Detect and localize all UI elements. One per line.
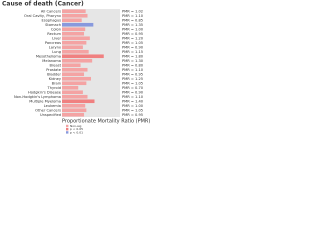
bar bbox=[62, 103, 86, 108]
bar bbox=[62, 36, 90, 41]
legend-label: Non-sig bbox=[70, 124, 81, 128]
bar bbox=[62, 45, 83, 50]
value-label: PMR = 1.20 bbox=[122, 36, 144, 40]
category-label: Breast bbox=[49, 63, 61, 67]
category-label: Leukemia bbox=[44, 104, 61, 108]
bar bbox=[62, 58, 93, 63]
category-label: Bladder bbox=[47, 72, 61, 76]
bar bbox=[62, 63, 81, 68]
category-label: Thyroid bbox=[47, 86, 61, 90]
value-label: PMR = 0.70 bbox=[122, 86, 144, 90]
bar bbox=[62, 22, 94, 27]
bar bbox=[62, 18, 82, 23]
value-label: PMR = 1.05 bbox=[122, 108, 143, 112]
category-label: Lung bbox=[52, 50, 61, 54]
category-label: Stomach bbox=[45, 23, 61, 27]
category-label: Oral Cavity, Pharynx bbox=[24, 14, 62, 18]
bar bbox=[62, 112, 85, 117]
value-label: PMR = 1.05 bbox=[122, 41, 143, 45]
value-label: PMR = 0.95 bbox=[122, 72, 143, 76]
value-label: PMR = 1.10 bbox=[122, 68, 144, 72]
value-label: PMR = 1.15 bbox=[122, 50, 143, 54]
bar bbox=[62, 40, 87, 45]
category-label: Pancreas bbox=[45, 41, 61, 45]
bar bbox=[62, 90, 83, 95]
value-label: PMR = 1.10 bbox=[122, 95, 144, 99]
category-label: Rectum bbox=[47, 32, 61, 36]
value-label: PMR = 1.05 bbox=[122, 81, 143, 85]
bar bbox=[62, 99, 95, 104]
bar bbox=[62, 81, 87, 86]
category-label: Kidney bbox=[49, 77, 62, 81]
category-label: Non-Hodgkin's Lymphoma bbox=[14, 95, 61, 99]
value-label: PMR = 1.40 bbox=[122, 99, 144, 103]
category-label: All Cancers bbox=[41, 9, 61, 13]
chart: Cause of death (Cancer) Proportionate Mo… bbox=[2, 1, 150, 135]
value-label: PMR = 1.02 bbox=[122, 9, 143, 13]
bar bbox=[62, 49, 89, 54]
bar bbox=[62, 108, 87, 113]
category-label: Other Cancers bbox=[35, 108, 61, 112]
chart-title: Cause of death (Cancer) bbox=[2, 1, 84, 8]
value-label: PMR = 1.35 bbox=[122, 23, 143, 27]
value-label: PMR = 0.95 bbox=[122, 32, 143, 36]
value-label: PMR = 0.90 bbox=[122, 45, 144, 49]
category-label: Melanoma bbox=[42, 59, 61, 63]
value-label: PMR = 1.00 bbox=[122, 27, 144, 31]
bar bbox=[62, 9, 86, 14]
bar bbox=[62, 27, 86, 32]
legend-swatch bbox=[66, 124, 69, 128]
legend-label: p < 0.05 bbox=[70, 127, 83, 131]
category-label: Unspecified bbox=[40, 113, 61, 117]
category-label: Esophagus bbox=[41, 18, 61, 22]
bar bbox=[62, 72, 85, 77]
value-label: PMR = 1.30 bbox=[122, 59, 144, 63]
category-label: Multiple Myeloma bbox=[29, 99, 61, 103]
value-label: PMR = 1.25 bbox=[122, 77, 143, 81]
legend-swatch bbox=[66, 128, 69, 131]
category-label: Prostate bbox=[46, 68, 62, 72]
category-label: Hodgkin's Disease bbox=[28, 90, 62, 94]
bar bbox=[62, 54, 104, 59]
bar bbox=[62, 67, 88, 72]
category-label: Mesothelioma bbox=[36, 54, 61, 58]
x-axis-label: Proportionate Mortality Ratio (PMR) bbox=[62, 119, 150, 125]
bar bbox=[62, 94, 88, 99]
value-label: PMR = 1.00 bbox=[122, 104, 144, 108]
value-label: PMR = 1.80 bbox=[122, 54, 144, 58]
category-label: Colon bbox=[51, 27, 61, 31]
value-label: PMR = 0.90 bbox=[122, 90, 144, 94]
bar bbox=[62, 13, 88, 18]
category-label: Brain bbox=[52, 81, 61, 85]
value-label: PMR = 0.95 bbox=[122, 113, 143, 117]
bar bbox=[62, 31, 85, 36]
value-label: PMR = 0.85 bbox=[122, 18, 143, 22]
legend-label: p < 0.01 bbox=[70, 130, 83, 134]
bar bbox=[62, 85, 79, 90]
legend-swatch bbox=[66, 131, 69, 134]
value-label: PMR = 0.80 bbox=[122, 63, 144, 67]
category-label: Larynx bbox=[49, 45, 62, 49]
category-label: Liver bbox=[52, 36, 61, 40]
bar bbox=[62, 76, 91, 81]
value-label: PMR = 1.10 bbox=[122, 14, 144, 18]
plot-area bbox=[62, 9, 120, 117]
